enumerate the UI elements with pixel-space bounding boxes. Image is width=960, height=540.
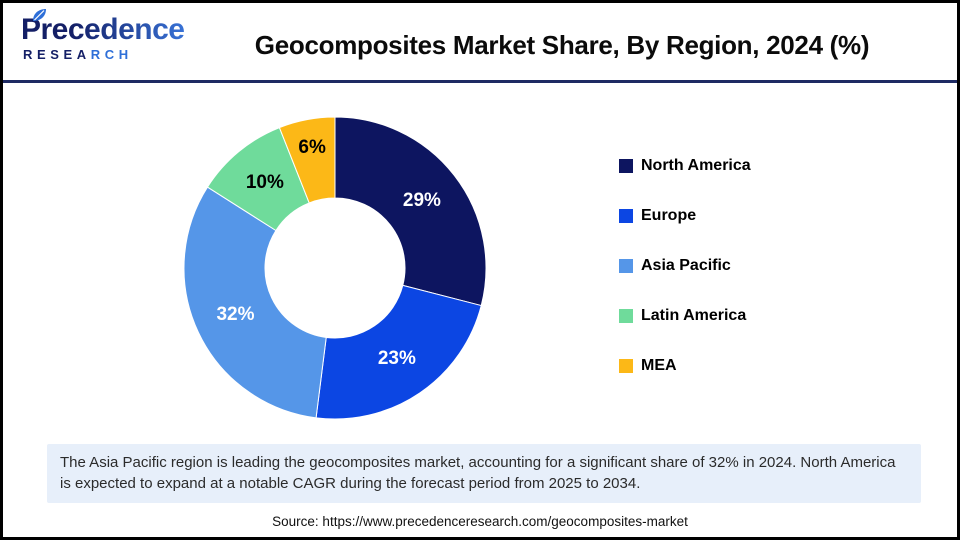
brand-logo: Precedence RESEARCH (21, 9, 191, 62)
donut-segment-north-america (334, 116, 487, 307)
donut-segment-mea (278, 116, 336, 204)
donut-svg (183, 116, 487, 420)
brand-subtitle-dark: RESEA (23, 46, 91, 62)
brand-name: Precedence (21, 14, 191, 46)
donut-segment-europe (315, 284, 482, 420)
legend-item-mea: MEA (619, 356, 751, 376)
note-text: The Asia Pacific region is leading the g… (60, 454, 896, 492)
donut-data-label: 29% (402, 189, 441, 211)
donut-segment-asia-pacific (183, 186, 327, 419)
donut-data-label: 32% (216, 303, 255, 325)
donut-data-label: 6% (298, 137, 326, 159)
legend-label: Asia Pacific (641, 257, 731, 274)
legend-item-latin-america: Latin America (619, 306, 751, 326)
legend-label: North America (641, 157, 751, 174)
donut-data-label: 23% (377, 347, 416, 369)
legend-label: Europe (641, 207, 697, 224)
legend-swatch (619, 159, 633, 173)
header: Precedence RESEARCH Geocomposites Market… (3, 3, 957, 80)
legend-item-north-america: North America (619, 156, 751, 176)
legend-item-asia-pacific: Asia Pacific (619, 256, 751, 276)
legend-swatch (619, 359, 633, 373)
leaf-icon (33, 9, 46, 21)
legend-swatch (619, 209, 633, 223)
note-box: The Asia Pacific region is leading the g… (47, 444, 921, 504)
donut-data-label: 10% (245, 172, 284, 194)
page-title: Geocomposites Market Share, By Region, 2… (254, 30, 870, 60)
source-text: Source: https://www.precedenceresearch.c… (272, 514, 688, 529)
legend-swatch (619, 309, 633, 323)
legend-label: MEA (641, 357, 677, 374)
header-divider (3, 80, 957, 83)
donut-chart: 29% 23% 32% 10% 6% (165, 98, 505, 438)
legend-item-europe: Europe (619, 206, 751, 226)
brand-subtitle-light: RCH (90, 46, 133, 62)
legend-swatch (619, 259, 633, 273)
legend-label: Latin America (641, 307, 747, 324)
brand-subtitle: RESEARCH (21, 47, 191, 62)
chart-legend: North America Europe Asia Pacific Latin Ame… (619, 156, 751, 406)
